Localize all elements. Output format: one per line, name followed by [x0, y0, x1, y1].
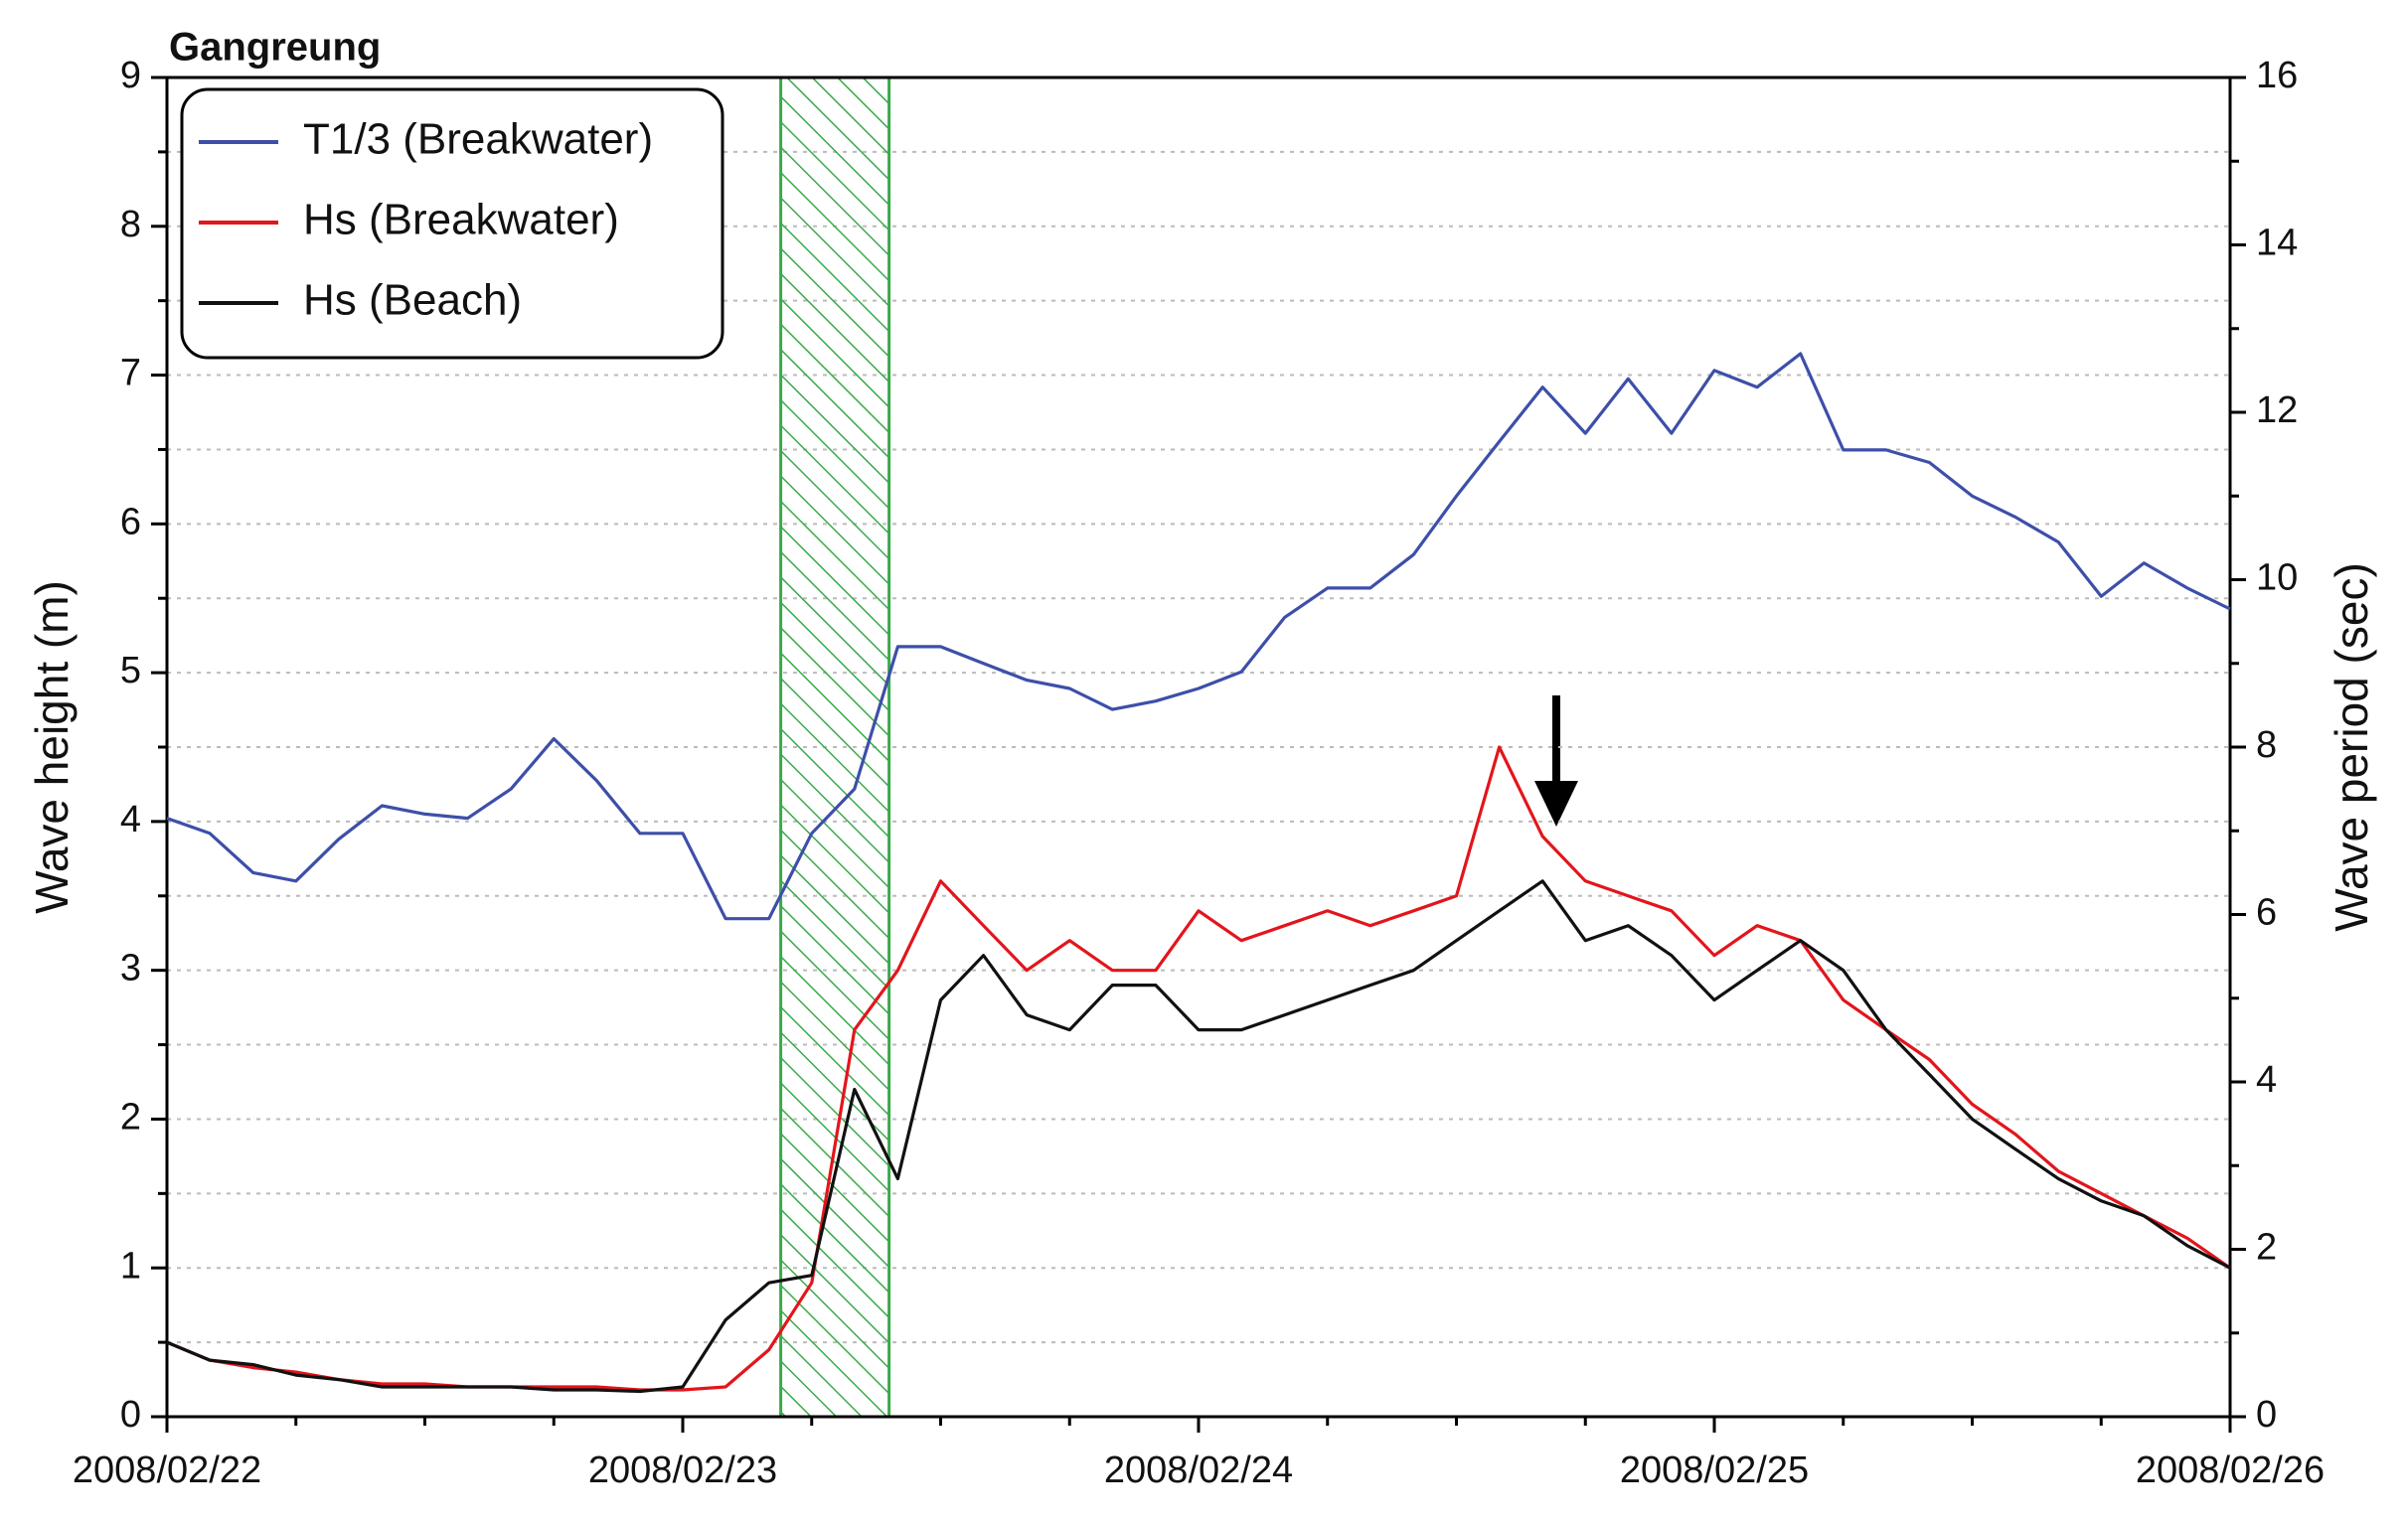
- chart-title: Gangreung: [169, 26, 381, 70]
- y2-tick-label: 4: [2256, 1059, 2277, 1101]
- x-tick-label: 2008/02/26: [2136, 1449, 2325, 1491]
- y2-tick-label: 2: [2256, 1227, 2277, 1269]
- y-tick-label: 8: [120, 204, 141, 245]
- y2-tick-label: 8: [2256, 724, 2277, 766]
- y2-tick-label: 10: [2256, 557, 2298, 599]
- legend-box: [180, 87, 724, 360]
- y-tick-label: 5: [120, 650, 141, 691]
- y2-tick-label: 6: [2256, 892, 2277, 934]
- y2-axis-label: Wave period (sec): [2326, 562, 2377, 932]
- x-tick-label: 2008/02/23: [588, 1449, 777, 1491]
- y-tick-label: 7: [120, 353, 141, 394]
- y-tick-label: 6: [120, 501, 141, 542]
- y-tick-label: 2: [120, 1096, 141, 1138]
- y2-tick-label: 16: [2256, 55, 2298, 96]
- legend: T1/3 (Breakwater) Hs (Breakwater) Hs (Beac…: [180, 87, 724, 360]
- y-tick-label: 4: [120, 799, 141, 840]
- x-tick-label: 2008/02/24: [1104, 1449, 1293, 1491]
- y-tick-label: 3: [120, 948, 141, 990]
- y2-tick-label: 14: [2256, 223, 2298, 264]
- x-tick-label: 2008/02/25: [1620, 1449, 1809, 1491]
- y2-tick-label: 12: [2256, 389, 2298, 431]
- legend-label: T1/3 (Breakwater): [303, 115, 653, 164]
- y-tick-label: 1: [120, 1245, 141, 1287]
- legend-label: Hs (Breakwater): [303, 196, 619, 244]
- shaded-region: [779, 76, 891, 1419]
- arrow: [1534, 695, 1578, 827]
- y-axis-label: Wave height (m): [26, 580, 78, 914]
- y-tick-label: 9: [120, 55, 141, 96]
- x-tick-label: 2008/02/22: [73, 1449, 261, 1491]
- series-line: [166, 352, 2231, 921]
- series-line: [166, 879, 2231, 1394]
- legend-label: Hs (Beach): [303, 276, 522, 325]
- y2-tick-label: 0: [2256, 1394, 2277, 1436]
- y-tick-label: 0: [120, 1394, 141, 1436]
- series-line: [166, 745, 2231, 1392]
